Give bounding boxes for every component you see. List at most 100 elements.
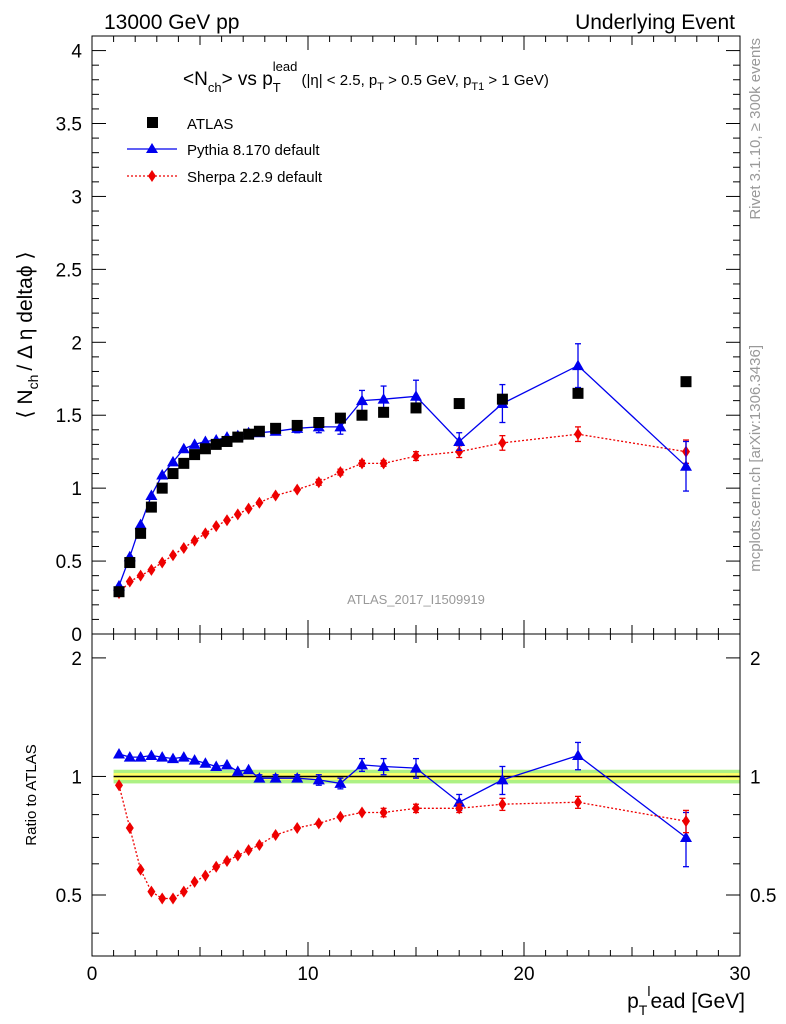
x-axis-label: pTlead [GeV] (627, 983, 745, 1018)
pythia-data-point (572, 359, 584, 371)
ratio-panel-series (113, 741, 692, 905)
pythia-data-point (188, 438, 201, 449)
pythia-data-point (410, 390, 422, 401)
sherpa-data-point (179, 541, 188, 554)
sherpa-data-point (412, 450, 420, 463)
atlas-data-point (496, 393, 508, 405)
sherpa-data-point (212, 860, 221, 873)
sherpa-data-point (125, 821, 134, 834)
legend: ATLAS Pythia 8.170 default Sherpa 2.2.9 … (127, 116, 323, 186)
pythia-data-point (242, 763, 255, 775)
pythia-data-point (134, 518, 147, 530)
sherpa-data-point (158, 556, 167, 569)
sherpa-data-point (379, 457, 388, 470)
atlas-data-point (378, 406, 390, 418)
sherpa-data-point (136, 569, 145, 582)
pythia-data-point (334, 420, 347, 432)
main-y-tick-label: 3 (71, 187, 82, 208)
mcplots-credit-label: mcplots.cern.ch [arXiv:1306.3436] (747, 345, 764, 572)
ratio-y-tick-label-right: 1 (750, 767, 761, 788)
sherpa-data-point (212, 520, 221, 533)
pythia-data-point (134, 751, 147, 762)
ratio-panel-border (91, 633, 741, 957)
pythia-data-point (377, 760, 390, 771)
sherpa-data-point (574, 796, 582, 809)
sherpa-data-point (244, 844, 253, 857)
main-y-tick-label: 4 (71, 42, 82, 63)
legend-marker-atlas (147, 117, 158, 128)
sherpa-data-point (223, 854, 231, 867)
pythia-data-point (231, 765, 244, 776)
atlas-data-point (313, 417, 325, 429)
sherpa-data-point (233, 849, 242, 862)
ratio-y-axis-label: Ratio to ATLAS (23, 744, 40, 845)
atlas-data-point (199, 443, 211, 455)
sherpa-data-point (293, 483, 302, 496)
pythia-data-point (177, 442, 190, 454)
atlas-data-point (124, 557, 136, 569)
atlas-data-point (113, 586, 125, 598)
legend-label-pythia: Pythia 8.170 default (187, 142, 320, 159)
pythia-data-point (221, 758, 233, 770)
sherpa-data-point (158, 892, 167, 905)
pythia-data-point (210, 760, 223, 771)
sherpa-data-point (358, 806, 366, 819)
pythia-data-point (145, 749, 158, 761)
sherpa-data-point (255, 496, 264, 509)
sherpa-data-point (455, 445, 464, 458)
sherpa-data-point (682, 815, 690, 828)
main-y-tick-label: 2.5 (56, 260, 82, 281)
legend-label-atlas: ATLAS (187, 116, 233, 133)
pythia-data-point (680, 460, 692, 471)
main-y-tick-label: 0 (71, 625, 82, 646)
ratio-y-tick-label-right: 2 (750, 649, 761, 670)
x-tick-label: 0 (87, 964, 98, 985)
sherpa-data-point (233, 508, 242, 521)
main-y-tick-label: 1 (71, 479, 82, 500)
main-panel-series (113, 343, 692, 600)
pythia-data-point (572, 749, 584, 761)
pythia-data-point (680, 831, 692, 842)
pythia-data-point (356, 758, 368, 770)
sherpa-series-line (118, 433, 687, 594)
pythia-data-point (188, 754, 201, 765)
header-right: Underlying Event (575, 11, 735, 34)
atlas-data-point (453, 398, 465, 410)
atlas-data-point (334, 412, 346, 424)
sherpa-data-point (125, 575, 134, 588)
pythia-data-point (145, 489, 158, 500)
atlas-data-point (243, 428, 255, 440)
sherpa-data-point (336, 466, 345, 479)
atlas-data-point (680, 376, 692, 388)
main-y-axis-label: ⟨ Nch/ Δ η deltaϕ ⟩ (14, 251, 41, 418)
sherpa-data-point (201, 869, 210, 882)
pythia-data-point (123, 751, 136, 762)
pythia-data-point (334, 777, 347, 788)
sherpa-data-point (255, 838, 264, 851)
main-y-tick-label: 2 (71, 333, 82, 354)
pythia-data-point (377, 393, 390, 404)
pythia-data-point (410, 762, 422, 773)
atlas-data-point (572, 387, 584, 399)
x-tick-label: 20 (513, 964, 534, 985)
atlas-data-point (232, 431, 244, 443)
ratio-y-tick-label: 0.5 (56, 886, 82, 907)
rivet-version-label: Rivet 3.1.10, ≥ 300k events (747, 38, 764, 220)
pythia-data-point (356, 394, 368, 406)
sherpa-data-point (115, 779, 123, 792)
legend-label-sherpa: Sherpa 2.2.9 default (187, 169, 323, 186)
plot-title: <Nch> vs pTlead (|η| < 2.5, pT > 0.5 GeV… (183, 59, 549, 95)
atlas-data-point (221, 435, 233, 447)
atlas-data-point (356, 409, 368, 421)
atlas-data-point (291, 419, 303, 431)
pythia-data-point (113, 748, 125, 759)
legend-marker-pythia (146, 143, 158, 153)
atlas-data-point (135, 527, 147, 539)
atlas-data-point (270, 422, 282, 434)
ratio-panel-frame: 0 10 20 30 0.5 0.5 1 1 2 2 (56, 633, 776, 985)
sherpa-data-point (455, 802, 464, 815)
sherpa-data-point (223, 514, 231, 527)
sherpa-data-point (190, 534, 199, 547)
pythia-series-line (118, 364, 687, 587)
sherpa-data-point (201, 527, 210, 540)
